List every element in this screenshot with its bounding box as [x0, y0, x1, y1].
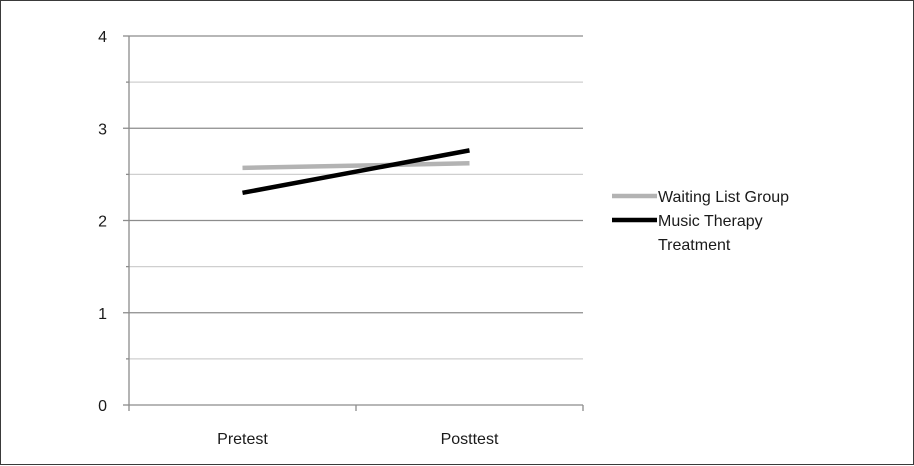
y-tick-label: 4: [98, 29, 107, 46]
y-tick-label: 2: [98, 214, 107, 231]
legend: Waiting List Group Music Therapy Treatment: [612, 189, 789, 254]
y-tick-label: 3: [98, 121, 107, 138]
axes: [123, 35, 584, 411]
series-lines: [242, 148, 470, 196]
legend-label: Treatment: [658, 237, 731, 254]
legend-label: Music Therapy: [658, 213, 763, 230]
y-tick-labels: 0 1 2 3 4: [98, 29, 107, 415]
x-tick-labels: Pretest Posttest: [217, 431, 499, 448]
series-line: [242, 148, 470, 196]
y-tick-label: 1: [98, 306, 107, 323]
y-tick-label: 0: [98, 398, 107, 415]
x-tick-label: Posttest: [441, 431, 499, 448]
legend-label: Waiting List Group: [658, 189, 789, 206]
x-tick-label: Pretest: [217, 431, 268, 448]
grid-lines: [129, 35, 583, 360]
series-line: [242, 161, 470, 171]
